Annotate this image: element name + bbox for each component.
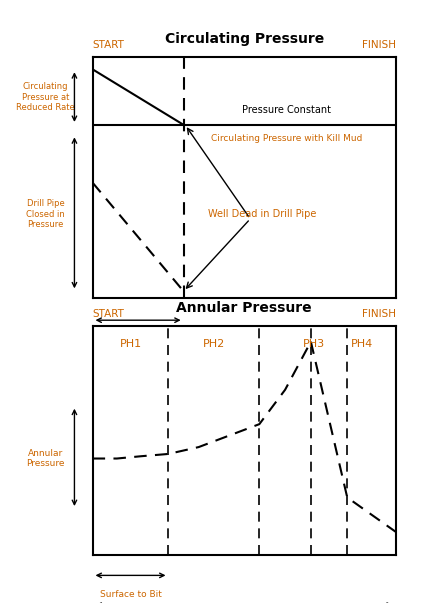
Text: Surface to Bit: Surface to Bit [107, 336, 169, 345]
Text: Circulating
Pressure at
Reduced Rate: Circulating Pressure at Reduced Rate [16, 82, 75, 112]
Title: Annular Pressure: Annular Pressure [176, 301, 312, 315]
Text: Well Dead in Drill Pipe: Well Dead in Drill Pipe [208, 209, 317, 219]
Text: Circulating Pressure with Kill Mud: Circulating Pressure with Kill Mud [211, 134, 362, 144]
Text: Time or Pump Strokes: Time or Pump Strokes [187, 367, 301, 377]
Text: FINISH: FINISH [362, 309, 396, 319]
Text: FINISH: FINISH [362, 40, 396, 50]
Title: Circulating Pressure: Circulating Pressure [165, 33, 324, 46]
Text: PH1: PH1 [120, 339, 141, 349]
Text: PH4: PH4 [351, 339, 373, 349]
Text: Surface to Bit: Surface to Bit [100, 590, 161, 599]
Text: Pressure Constant: Pressure Constant [242, 105, 331, 115]
Text: PH3: PH3 [303, 339, 325, 349]
Text: PH2: PH2 [203, 339, 225, 349]
Text: START: START [93, 309, 125, 319]
Text: START: START [93, 40, 125, 50]
Text: Annular
Pressure: Annular Pressure [27, 449, 65, 468]
Text: Drill Pipe
Closed in
Pressure: Drill Pipe Closed in Pressure [26, 199, 65, 229]
